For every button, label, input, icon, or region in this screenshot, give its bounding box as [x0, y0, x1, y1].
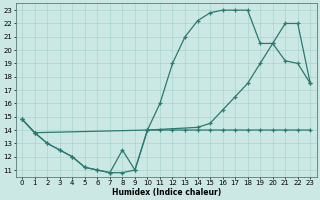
- X-axis label: Humidex (Indice chaleur): Humidex (Indice chaleur): [112, 188, 221, 197]
